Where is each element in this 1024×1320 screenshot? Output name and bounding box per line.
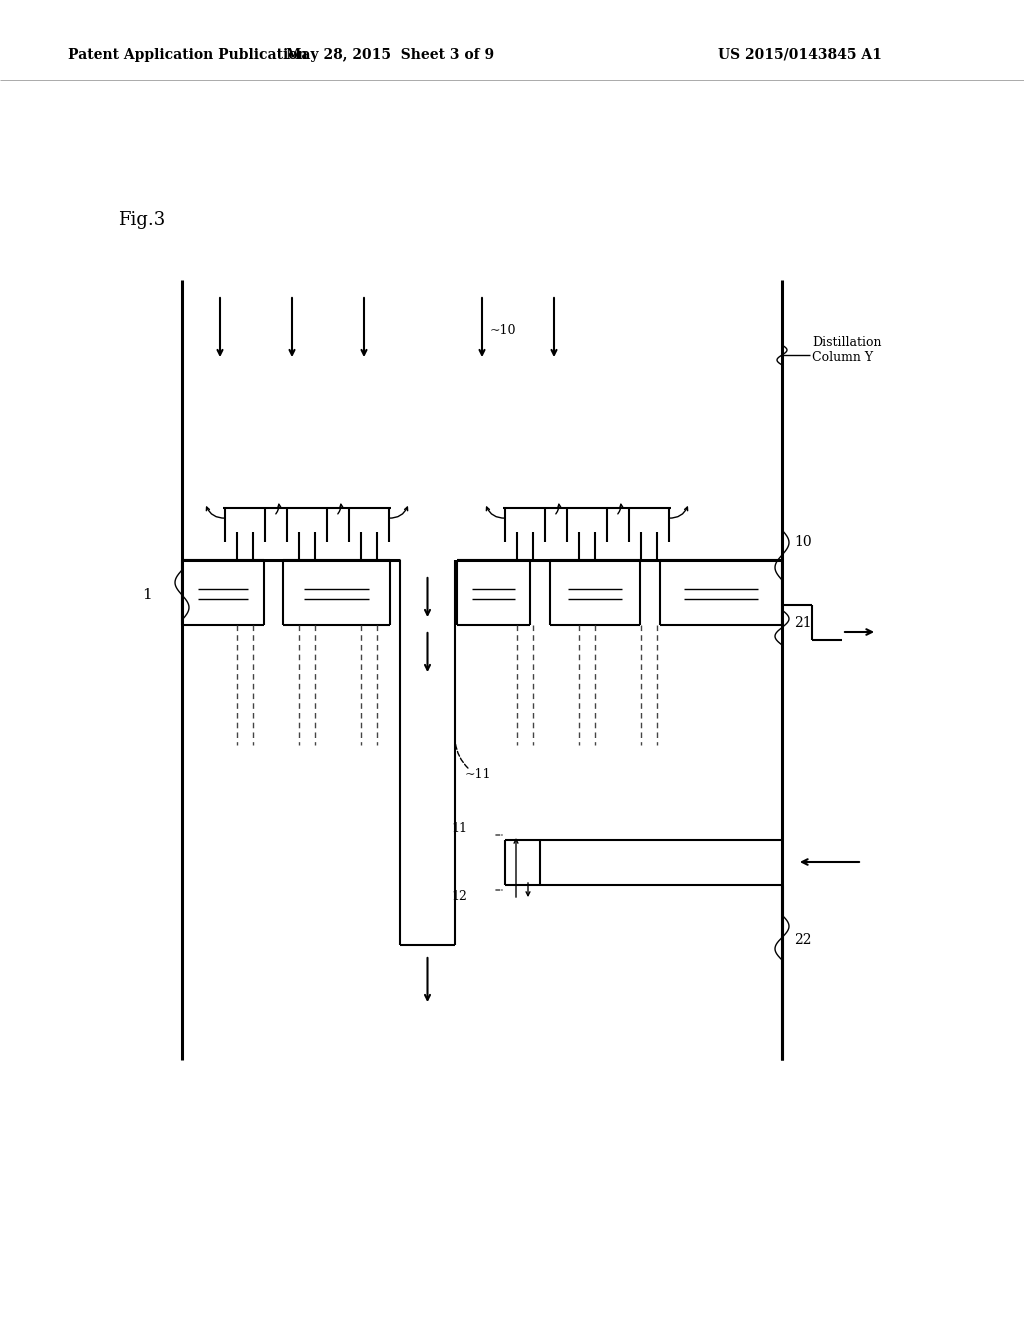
Text: ~10: ~10: [490, 323, 516, 337]
Text: 21: 21: [794, 616, 812, 630]
Text: 22: 22: [794, 933, 811, 946]
Text: 11: 11: [451, 822, 467, 836]
Text: US 2015/0143845 A1: US 2015/0143845 A1: [718, 48, 882, 62]
Text: ~11: ~11: [465, 768, 492, 781]
Text: 10: 10: [794, 535, 812, 549]
Text: 12: 12: [452, 890, 467, 903]
Text: 1: 1: [142, 587, 152, 602]
Text: Patent Application Publication: Patent Application Publication: [68, 48, 307, 62]
Text: Fig.3: Fig.3: [118, 211, 165, 228]
Text: May 28, 2015  Sheet 3 of 9: May 28, 2015 Sheet 3 of 9: [286, 48, 494, 62]
Text: Distillation
Column Y: Distillation Column Y: [812, 337, 882, 364]
